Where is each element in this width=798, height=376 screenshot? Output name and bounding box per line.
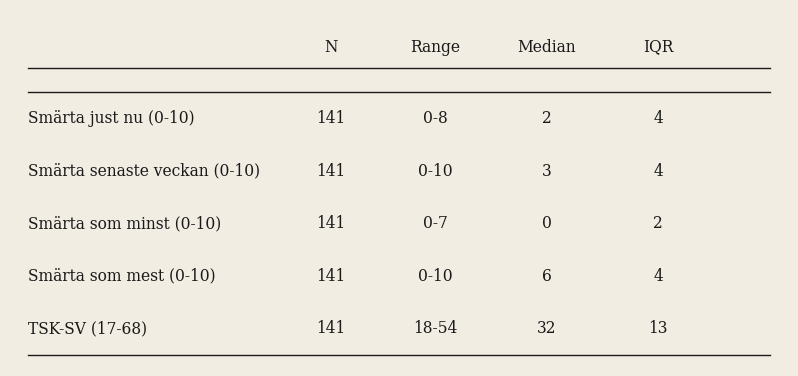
Text: 2: 2 [542,110,551,127]
Text: 141: 141 [317,110,346,127]
Text: IQR: IQR [643,38,674,56]
Text: 141: 141 [317,268,346,285]
Text: 6: 6 [542,268,551,285]
Text: 2: 2 [654,215,663,232]
Text: Smärta just nu (0-10): Smärta just nu (0-10) [28,110,195,127]
Text: 32: 32 [537,320,556,338]
Text: 4: 4 [654,162,663,180]
Text: 0-8: 0-8 [422,110,448,127]
Text: Range: Range [410,38,460,56]
Text: N: N [325,38,338,56]
Text: TSK-SV (17-68): TSK-SV (17-68) [28,320,147,338]
Text: 4: 4 [654,268,663,285]
Text: Smärta som mest (0-10): Smärta som mest (0-10) [28,268,215,285]
Text: 0-10: 0-10 [417,268,452,285]
Text: 0-7: 0-7 [422,215,448,232]
Text: 141: 141 [317,320,346,338]
Text: 141: 141 [317,162,346,180]
Text: 18-54: 18-54 [413,320,457,338]
Text: 0-10: 0-10 [417,162,452,180]
Text: 141: 141 [317,215,346,232]
Text: 13: 13 [649,320,668,338]
Text: 3: 3 [542,162,551,180]
Text: Smärta senaste veckan (0-10): Smärta senaste veckan (0-10) [28,162,260,180]
Text: 4: 4 [654,110,663,127]
Text: Median: Median [517,38,576,56]
Text: Smärta som minst (0-10): Smärta som minst (0-10) [28,215,221,232]
Text: 0: 0 [542,215,551,232]
